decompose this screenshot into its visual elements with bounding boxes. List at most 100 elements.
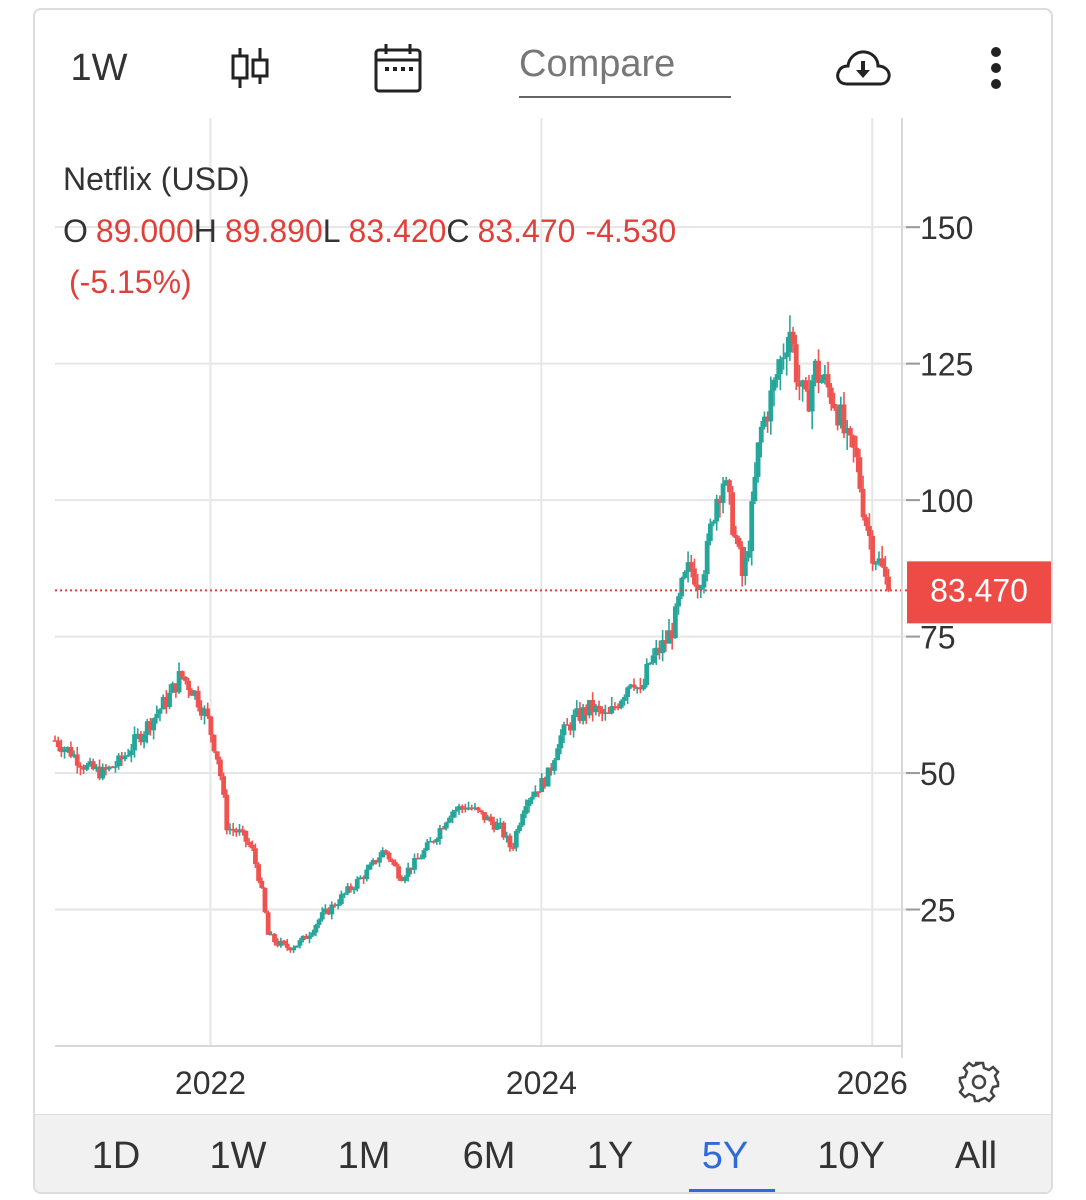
chart-widget: 1W Compare <box>33 8 1053 1194</box>
candle-body <box>393 861 398 867</box>
candle-body <box>323 908 328 913</box>
candle-body <box>692 568 697 585</box>
candle-body <box>542 778 548 787</box>
candle-body <box>749 501 755 552</box>
candle-body <box>192 690 198 696</box>
candle-body <box>125 755 131 757</box>
candle-body <box>364 869 370 880</box>
candle-body <box>812 360 818 381</box>
candle-body <box>246 841 252 845</box>
candle-body <box>466 807 471 810</box>
more-vertical-icon[interactable] <box>981 38 1011 98</box>
interval-selector[interactable]: 1W <box>70 46 128 89</box>
range-6m[interactable]: 6M <box>462 1135 516 1177</box>
candle-body <box>157 709 163 714</box>
candle-body <box>62 748 67 753</box>
calendar-icon[interactable] <box>371 38 425 98</box>
candle-body <box>100 767 106 779</box>
candle-body <box>628 684 634 688</box>
candle-body <box>615 706 621 709</box>
c-label: C <box>446 213 469 249</box>
candle-body <box>342 893 347 895</box>
candle-body <box>777 359 783 375</box>
candle-body <box>211 734 217 752</box>
x-tick-label: 2022 <box>175 1065 246 1101</box>
candle-body <box>450 811 456 818</box>
candle-body <box>179 671 185 677</box>
symbol-title: Netflix (USD) <box>63 161 250 197</box>
candle-body <box>253 848 258 865</box>
candle-body <box>590 700 596 713</box>
range-1m[interactable]: 1M <box>337 1135 391 1177</box>
candle-body <box>412 857 417 870</box>
candle-body <box>440 828 446 830</box>
candle-body <box>249 844 255 849</box>
candle-body <box>281 940 287 944</box>
candle-body <box>574 708 580 715</box>
settings-gear-icon[interactable] <box>957 1060 1001 1104</box>
candle-body <box>447 817 452 823</box>
candle-body <box>154 713 160 719</box>
candle-body <box>733 534 739 539</box>
candle-body <box>532 791 538 797</box>
candle-body <box>78 765 83 768</box>
candle-body <box>240 829 246 831</box>
range-all[interactable]: All <box>954 1135 998 1177</box>
candle-body <box>698 587 704 590</box>
candle-body <box>809 380 815 412</box>
compare-input[interactable]: Compare <box>519 40 731 98</box>
x-tick-label: 2024 <box>506 1065 577 1101</box>
candle-body <box>536 791 541 793</box>
candle-body <box>561 724 567 736</box>
candle-body <box>606 712 611 714</box>
candle-body <box>886 576 891 591</box>
candle-body <box>793 344 799 383</box>
range-1d[interactable]: 1D <box>91 1135 141 1177</box>
candlestick-icon[interactable] <box>225 38 275 98</box>
candle-body <box>720 483 726 503</box>
candle-body <box>672 606 678 639</box>
candle-body <box>307 935 312 939</box>
candle-body <box>68 747 74 757</box>
candle-body <box>475 807 481 811</box>
candles-series <box>52 315 891 953</box>
y-tick-label: 125 <box>920 347 973 383</box>
candle-body <box>637 687 643 690</box>
candle-body <box>494 823 500 830</box>
candle-body <box>739 546 745 576</box>
candle-body <box>272 933 277 943</box>
candle-body <box>310 932 316 936</box>
candle-body <box>116 755 122 767</box>
candle-body <box>771 379 777 391</box>
candle-body <box>634 687 640 689</box>
candle-body <box>504 835 510 838</box>
price-chart[interactable]: 25 50 75 100 125 150 2022 2024 2026 Netflix (US… <box>35 10 1051 1114</box>
range-10y[interactable]: 10Y <box>817 1135 885 1177</box>
candle-body <box>742 557 748 576</box>
candle-body <box>510 847 516 849</box>
range-5y[interactable]: 5Y <box>701 1135 749 1177</box>
candle-body <box>97 766 102 779</box>
o-label: O <box>63 213 88 249</box>
candle-body <box>520 813 526 826</box>
cloud-download-icon[interactable] <box>831 38 895 98</box>
candle-body <box>380 850 386 858</box>
change-value: -4.530 <box>585 213 676 249</box>
candle-body <box>377 857 382 863</box>
candle-body <box>790 331 796 345</box>
candle-body <box>469 807 475 810</box>
candle-body <box>275 942 281 946</box>
range-1w[interactable]: 1W <box>209 1135 267 1177</box>
candle-body <box>593 705 599 713</box>
candle-body <box>612 706 618 708</box>
candle-body <box>746 551 751 558</box>
y-tick-label: 150 <box>920 210 973 246</box>
candle-body <box>564 724 570 726</box>
candle-body <box>847 428 853 436</box>
candle-body <box>262 888 268 913</box>
range-1y[interactable]: 1Y <box>586 1135 634 1177</box>
h-label: H <box>194 213 217 249</box>
candle-body <box>797 382 802 387</box>
candle-body <box>361 877 366 880</box>
candle-body <box>358 877 363 880</box>
